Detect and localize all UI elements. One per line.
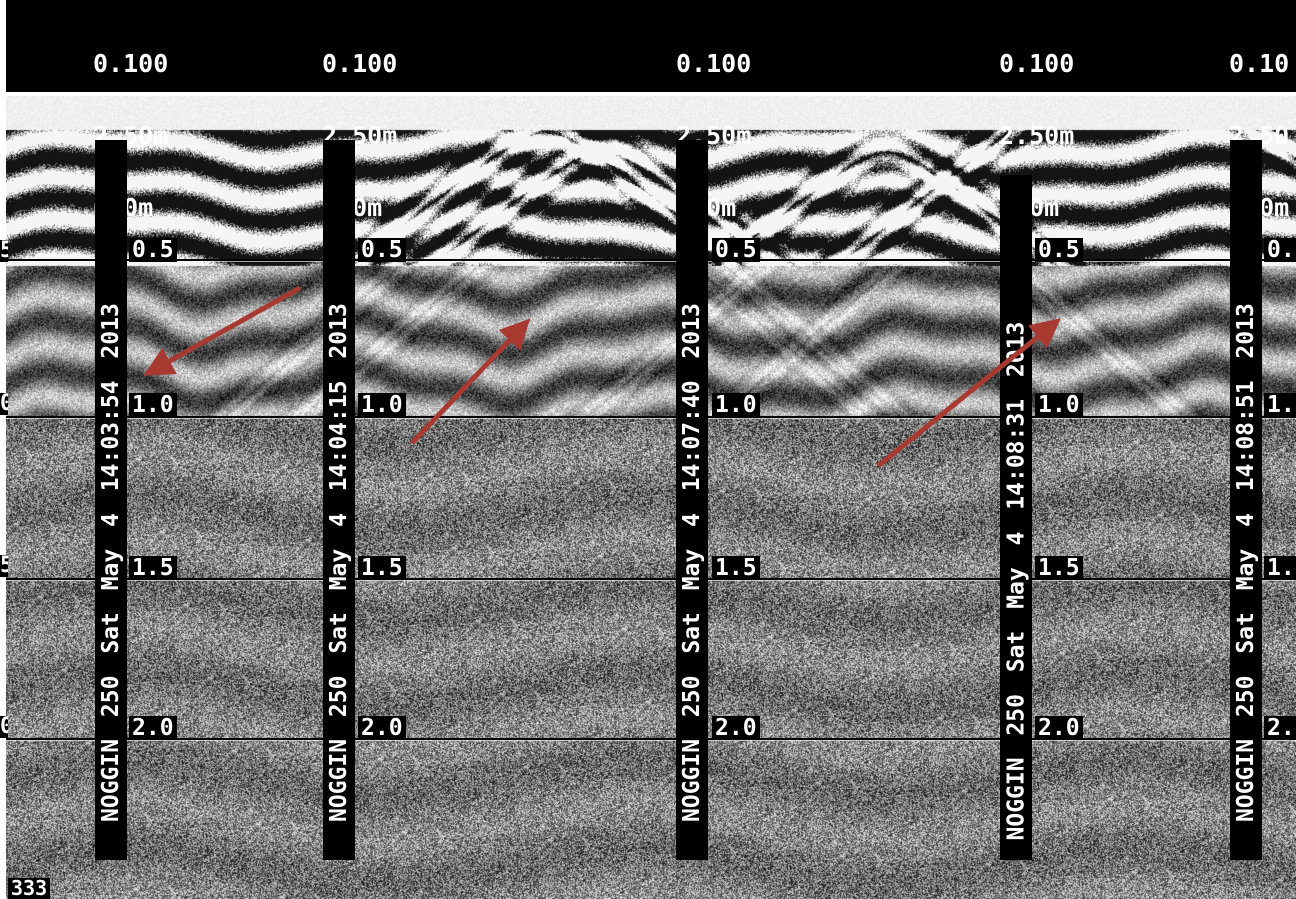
trace-marker: NOGGIN 250 Sat May 4 14:04:15 2013 (323, 140, 355, 860)
depth-label: 0.5 (1035, 238, 1083, 262)
depth-label: 1.0 (358, 393, 406, 417)
depth-label: 0.5 (1264, 238, 1296, 262)
depth-label-edge: 5 (0, 555, 8, 577)
trace-marker: NOGGIN 250 Sat May 4 14:07:40 2013 (676, 140, 708, 860)
depth-gridline (6, 259, 1296, 262)
trace-marker: NOGGIN 250 Sat May 4 14:03:54 2013 (95, 140, 127, 860)
header-divider (6, 93, 1296, 96)
depth-label: 1.5 (712, 556, 760, 580)
depth-label: 1.5 (129, 556, 177, 580)
gain-value: 0.100 (676, 49, 752, 78)
depth-label: 1.0 (1035, 393, 1083, 417)
depth-label: 1.5 (1035, 556, 1083, 580)
depth-label: 2.0 (1035, 716, 1083, 740)
radargram-image (6, 96, 1296, 899)
header-strip: 0.100 2.50m 0.0m 0.100 2.50m 0.0m 0.100 … (0, 0, 1296, 220)
depth-label: 1.0 (712, 393, 760, 417)
depth-label-edge: 0 (0, 393, 8, 415)
depth-label: 1.5 (1264, 556, 1296, 580)
marker-label: NOGGIN 250 Sat May 4 14:03:54 2013 (98, 303, 124, 822)
depth-label: 0.5 (358, 238, 406, 262)
depth-label: 1.0 (1264, 393, 1296, 417)
marker-label: NOGGIN 250 Sat May 4 14:07:40 2013 (679, 303, 705, 822)
depth-label: 0.5 (712, 238, 760, 262)
marker-label: NOGGIN 250 Sat May 4 14:08:51 2013 (1233, 303, 1259, 822)
depth-label: 2.0 (1264, 716, 1296, 740)
gain-value: 0.100 (322, 49, 398, 78)
gain-value: 0.10 (1229, 49, 1290, 78)
depth-label: 1.5 (358, 556, 406, 580)
depth-label-edge: 0 (0, 716, 8, 738)
marker-label: NOGGIN 250 Sat May 4 14:04:15 2013 (326, 303, 352, 822)
depth-gridline (6, 578, 1296, 581)
depth-label: 1.0 (129, 393, 177, 417)
left-border (0, 0, 6, 899)
depth-label: 2.0 (129, 716, 177, 740)
depth-gridline (6, 738, 1296, 741)
range-value: 2.50m (999, 121, 1075, 150)
trace-marker: NOGGIN 250 Sat May 4 14:08:31 2013 (1000, 175, 1032, 860)
gain-value: 0.100 (93, 49, 169, 78)
depth-label-edge: 5 (0, 240, 8, 262)
trace-marker: NOGGIN 250 Sat May 4 14:08:51 2013 (1230, 140, 1262, 860)
gain-value: 0.100 (999, 49, 1075, 78)
depth-label: 2.0 (712, 716, 760, 740)
depth-gridline (6, 416, 1296, 419)
marker-label: NOGGIN 250 Sat May 4 14:08:31 2013 (1003, 321, 1030, 840)
corner-label: 333 (8, 878, 51, 899)
depth-label: 0.5 (129, 238, 177, 262)
depth-label: 2.0 (358, 716, 406, 740)
